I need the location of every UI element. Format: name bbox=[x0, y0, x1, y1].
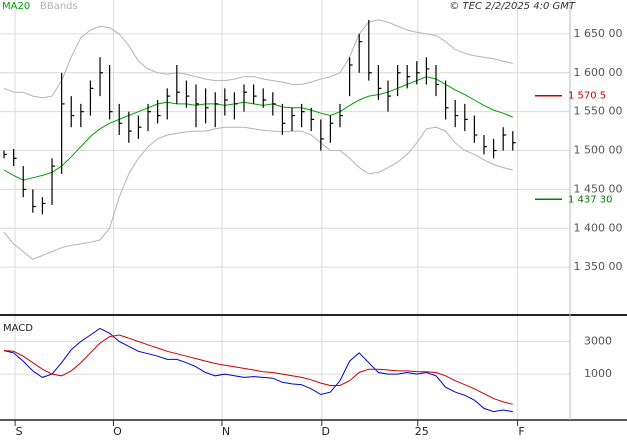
level-label: 1 437 30 bbox=[568, 194, 613, 205]
x-tick-label: 25 bbox=[415, 425, 429, 438]
x-tick-label: F bbox=[518, 425, 524, 438]
y-tick-label: 1 550 00 bbox=[574, 105, 623, 118]
macd-line bbox=[3, 334, 513, 405]
ma-line bbox=[3, 76, 513, 181]
x-tick-label: D bbox=[322, 425, 330, 438]
y-tick-label: 1 500 00 bbox=[574, 144, 623, 157]
level-label: 1 570 5 bbox=[568, 91, 606, 102]
legend-bbands: BBands bbox=[40, 1, 78, 12]
macd-line bbox=[3, 327, 513, 413]
y-tick-label: 1 600 00 bbox=[574, 66, 623, 79]
copyright: © TEC 2/2/2025 4:0 GMT bbox=[449, 1, 576, 12]
x-tick-label: O bbox=[113, 425, 122, 438]
macd-title: MACD bbox=[3, 323, 33, 334]
y-tick-label: 1 450 00 bbox=[574, 182, 623, 195]
y-tick-label: 3000 bbox=[584, 334, 612, 347]
y-tick-label: 1000 bbox=[584, 367, 612, 380]
x-tick-label: N bbox=[222, 425, 230, 438]
bband-lower bbox=[3, 126, 513, 260]
x-tick-label: S bbox=[16, 425, 23, 438]
y-tick-label: 1 400 00 bbox=[574, 221, 623, 234]
bband-upper bbox=[3, 19, 513, 99]
y-tick-label: 1 350 00 bbox=[574, 260, 623, 273]
legend-ma: MA20 bbox=[2, 1, 30, 12]
y-tick-label: 1 650 00 bbox=[574, 27, 623, 40]
